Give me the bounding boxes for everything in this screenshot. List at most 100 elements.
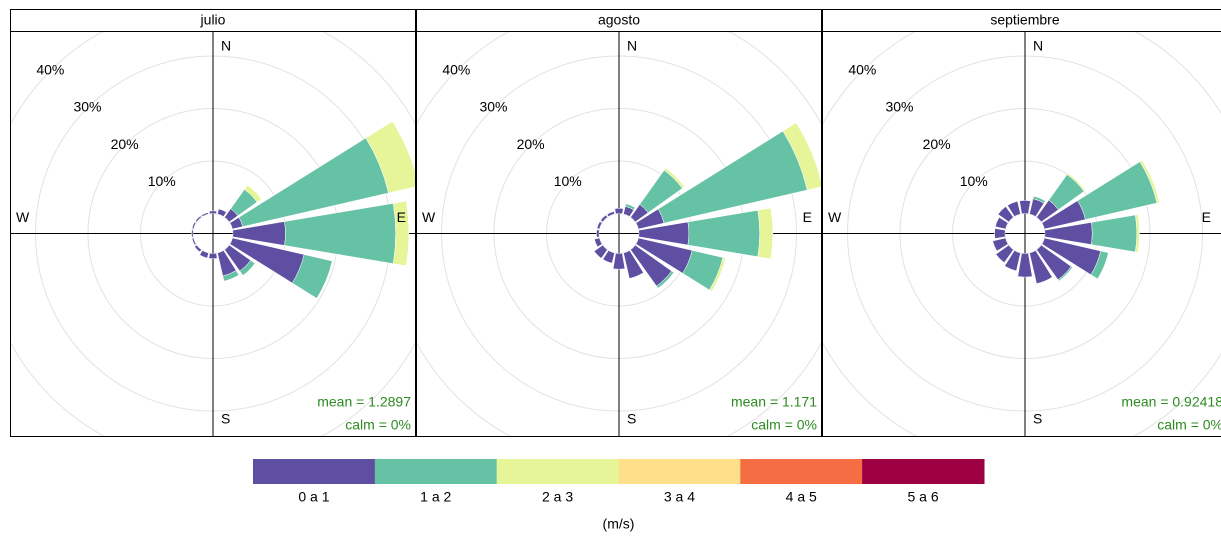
ring-label: 10% bbox=[148, 173, 176, 189]
wedge bbox=[1135, 214, 1140, 253]
wedge bbox=[602, 250, 615, 264]
wedge bbox=[614, 208, 624, 215]
ring-label: 40% bbox=[36, 62, 64, 78]
direction-label: W bbox=[828, 209, 842, 225]
direction-label: E bbox=[397, 209, 406, 225]
direction-label: W bbox=[16, 209, 30, 225]
direction-label: S bbox=[627, 411, 636, 427]
direction-label: N bbox=[221, 38, 231, 54]
wedge bbox=[994, 228, 1006, 239]
panel-title: julio bbox=[200, 12, 226, 28]
panel-strip bbox=[10, 9, 416, 32]
wedge bbox=[1019, 200, 1031, 215]
wedge bbox=[596, 221, 603, 230]
legend-label: 4 a 5 bbox=[786, 489, 817, 505]
wedge bbox=[995, 244, 1014, 263]
legend-swatch bbox=[862, 459, 985, 484]
direction-label: N bbox=[627, 38, 637, 54]
calm-label: calm = 0% bbox=[1157, 417, 1221, 433]
wedge bbox=[657, 130, 808, 224]
wedge bbox=[208, 210, 218, 215]
direction-label: S bbox=[221, 411, 230, 427]
wedge bbox=[1057, 266, 1073, 282]
wedge bbox=[593, 244, 608, 259]
wedge bbox=[222, 270, 240, 282]
wedge bbox=[757, 207, 774, 260]
wedge bbox=[195, 215, 202, 223]
ring-label: 40% bbox=[442, 62, 470, 78]
wedge bbox=[1090, 250, 1109, 280]
panel-strip bbox=[416, 9, 822, 32]
calm-label: calm = 0% bbox=[751, 417, 817, 433]
legend-label: 1 a 2 bbox=[420, 489, 451, 505]
ring-label: 30% bbox=[885, 99, 913, 115]
wedge bbox=[244, 184, 262, 203]
ring-label: 20% bbox=[923, 136, 951, 152]
wedge bbox=[606, 211, 615, 217]
legend-label: 3 a 4 bbox=[664, 489, 695, 505]
ring-label: 30% bbox=[73, 99, 101, 115]
legend-label: 0 a 1 bbox=[298, 489, 329, 505]
wedge bbox=[1066, 172, 1086, 192]
wedge bbox=[199, 250, 209, 259]
panel-title: agosto bbox=[598, 12, 640, 28]
ring-label: 20% bbox=[111, 136, 139, 152]
ring-label: 20% bbox=[517, 136, 545, 152]
direction-label: W bbox=[422, 209, 436, 225]
direction-label: S bbox=[1033, 411, 1042, 427]
direction-label: E bbox=[1202, 209, 1211, 225]
wedge bbox=[656, 270, 675, 289]
legend-label: 2 a 3 bbox=[542, 489, 573, 505]
wedge bbox=[208, 252, 218, 259]
wedge bbox=[191, 221, 197, 230]
wedge bbox=[1091, 214, 1138, 253]
wedge bbox=[1017, 252, 1033, 278]
wedge bbox=[663, 167, 685, 189]
wedge bbox=[782, 122, 822, 191]
wedge bbox=[392, 200, 410, 267]
wedge bbox=[594, 237, 603, 248]
legend-title: (m/s) bbox=[603, 516, 635, 532]
wedge bbox=[1004, 250, 1021, 272]
wedge bbox=[596, 229, 600, 238]
wedge bbox=[191, 229, 194, 238]
wedge bbox=[239, 260, 256, 276]
legend-swatch bbox=[253, 459, 376, 484]
legend-label: 5 a 6 bbox=[908, 489, 939, 505]
mean-label: mean = 1.171 bbox=[731, 394, 817, 410]
legend-swatch bbox=[374, 459, 498, 484]
wedge bbox=[1029, 250, 1053, 284]
wedge bbox=[217, 208, 227, 217]
direction-label: E bbox=[803, 209, 812, 225]
wedge bbox=[709, 257, 726, 292]
wedge bbox=[1007, 200, 1021, 217]
wedge bbox=[997, 206, 1014, 223]
panel-title: septiembre bbox=[990, 12, 1059, 28]
panel-strip bbox=[822, 9, 1221, 32]
wedge bbox=[624, 203, 636, 211]
wedge bbox=[687, 209, 760, 258]
calm-label: calm = 0% bbox=[345, 417, 411, 433]
wedge bbox=[992, 237, 1009, 252]
mean-label: mean = 0.92418 bbox=[1121, 394, 1221, 410]
wedge bbox=[191, 237, 197, 246]
mean-label: mean = 1.2897 bbox=[317, 394, 411, 410]
ring-label: 10% bbox=[554, 173, 582, 189]
wedge bbox=[612, 252, 626, 270]
legend-swatch bbox=[618, 459, 741, 484]
wedge bbox=[201, 212, 209, 217]
legend-swatch bbox=[740, 459, 863, 484]
wedge bbox=[1032, 195, 1046, 204]
wedge bbox=[994, 216, 1009, 230]
ring-label: 30% bbox=[479, 99, 507, 115]
ring-label: 40% bbox=[848, 62, 876, 78]
wedge bbox=[623, 250, 644, 279]
legend-swatch bbox=[496, 459, 619, 484]
wedge bbox=[194, 244, 202, 253]
direction-label: N bbox=[1033, 38, 1043, 54]
wedge bbox=[600, 214, 608, 223]
wedge bbox=[1139, 159, 1160, 204]
